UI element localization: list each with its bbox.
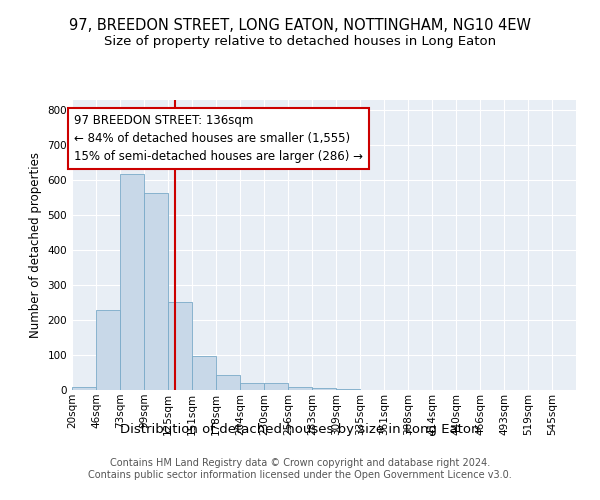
Bar (216, 375, 240, 390)
Text: 97, BREEDON STREET, LONG EATON, NOTTINGHAM, NG10 4EW: 97, BREEDON STREET, LONG EATON, NOTTINGH… (69, 18, 531, 32)
Text: 97 BREEDON STREET: 136sqm
← 84% of detached houses are smaller (1,555)
15% of se: 97 BREEDON STREET: 136sqm ← 84% of detac… (74, 114, 363, 163)
Bar (312, 388, 336, 390)
Y-axis label: Number of detached properties: Number of detached properties (29, 152, 42, 338)
Bar (144, 192, 168, 390)
Text: Size of property relative to detached houses in Long Eaton: Size of property relative to detached ho… (104, 35, 496, 48)
Text: Contains HM Land Registry data © Crown copyright and database right 2024.
Contai: Contains HM Land Registry data © Crown c… (88, 458, 512, 480)
Bar (72, 386, 96, 390)
Bar (168, 302, 192, 390)
Bar (264, 383, 288, 390)
Bar (192, 356, 216, 390)
Bar (96, 310, 120, 390)
Bar (120, 174, 144, 390)
Text: Distribution of detached houses by size in Long Eaton: Distribution of detached houses by size … (120, 422, 480, 436)
Bar (240, 383, 264, 390)
Bar (288, 387, 312, 390)
